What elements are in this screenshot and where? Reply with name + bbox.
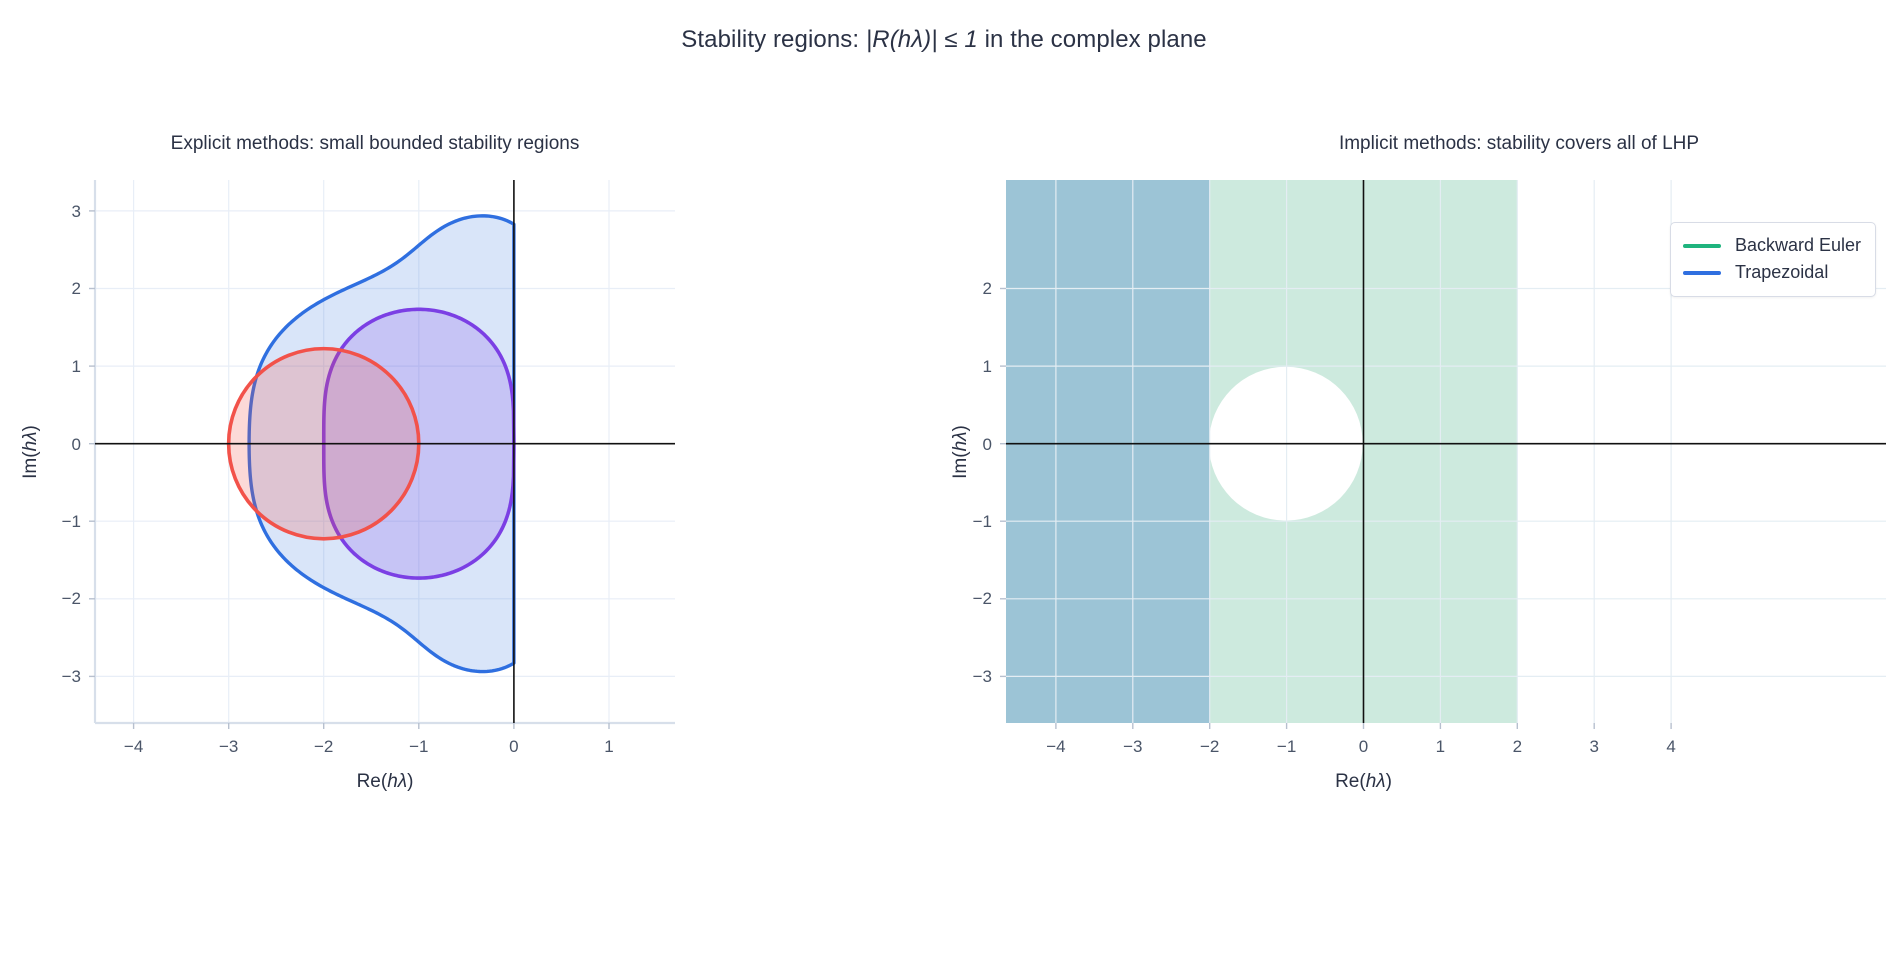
right-xtick-0: −4 bbox=[1046, 737, 1065, 756]
right-x-ticklabels: −4 −3 −2 −1 0 1 2 3 4 bbox=[1046, 737, 1676, 756]
left-y-axis-label: Im(hλ) bbox=[20, 425, 41, 479]
right-plot-svg: −4 −3 −2 −1 0 1 2 3 4 −3 −2 bbox=[950, 180, 1886, 792]
right-ytick-4: 1 bbox=[983, 357, 992, 376]
subplot-left-title-line1: Explicit methods: small bounded stabilit… bbox=[170, 133, 580, 154]
subplot-right-title-line1: Implicit methods: stability covers all o… bbox=[1338, 133, 1700, 154]
left-ytick-2: −1 bbox=[62, 512, 81, 531]
suptitle-suffix: in the complex plane bbox=[977, 26, 1207, 53]
figure-suptitle: Stability regions: |R(hλ)| ≤ 1 in the co… bbox=[0, 26, 1888, 54]
right-y-axis-label: Im(hλ) bbox=[950, 425, 971, 479]
legend-item-trapezoidal[interactable]: Trapezoidal bbox=[1682, 259, 1861, 286]
left-zero-axes bbox=[95, 180, 675, 723]
left-ytick-5: 2 bbox=[72, 279, 81, 298]
right-legend[interactable]: Backward Euler Trapezoidal bbox=[1669, 222, 1876, 297]
right-ytick-5: 2 bbox=[983, 279, 992, 298]
trapezoidal-stability-region bbox=[1006, 180, 1210, 723]
left-xtick-0: −4 bbox=[124, 737, 143, 756]
right-ytick-0: −3 bbox=[973, 667, 992, 686]
left-y-ticklabels: −3 −2 −1 0 1 2 3 bbox=[62, 202, 81, 686]
subplot-implicit-methods: Implicit methods: stability covers all o… bbox=[944, 0, 1888, 969]
legend-item-backward-euler[interactable]: Backward Euler bbox=[1682, 232, 1861, 259]
left-ytick-3: 0 bbox=[72, 435, 81, 454]
right-ytick-2: −1 bbox=[973, 512, 992, 531]
right-ytick-3: 0 bbox=[983, 435, 992, 454]
left-x-axis-label: Re(hλ) bbox=[357, 771, 414, 792]
suptitle-prefix: Stability regions: bbox=[681, 26, 866, 53]
right-xtick-5: 1 bbox=[1436, 737, 1445, 756]
right-ytick-1: −2 bbox=[973, 589, 992, 608]
legend-label-backward-euler: Backward Euler bbox=[1734, 235, 1861, 255]
left-y-ticks bbox=[89, 210, 95, 678]
left-spines bbox=[93, 180, 675, 725]
right-xtick-1: −3 bbox=[1123, 737, 1142, 756]
left-x-ticks bbox=[132, 723, 610, 729]
left-ytick-0: −3 bbox=[62, 667, 81, 686]
right-zero-axes bbox=[1006, 180, 1886, 723]
legend-swatch-backward-euler bbox=[1682, 243, 1721, 248]
right-xtick-8: 4 bbox=[1666, 737, 1675, 756]
right-y-ticklabels: −3 −2 −1 0 1 2 bbox=[973, 279, 992, 686]
legend-label-trapezoidal: Trapezoidal bbox=[1734, 262, 1829, 282]
left-plot-svg: −4 −3 −2 −1 0 1 −3 −2 −1 0 bbox=[20, 180, 675, 792]
left-xtick-5: 1 bbox=[604, 737, 613, 756]
left-ytick-4: 1 bbox=[72, 357, 81, 376]
right-xtick-6: 2 bbox=[1513, 737, 1522, 756]
left-x-ticklabels: −4 −3 −2 −1 0 1 bbox=[124, 737, 614, 756]
right-xtick-4: 0 bbox=[1359, 737, 1368, 756]
left-ytick-6: 3 bbox=[72, 202, 81, 221]
right-xtick-2: −2 bbox=[1200, 737, 1219, 756]
right-x-axis-label: Re(hλ) bbox=[1335, 771, 1392, 792]
right-x-ticks bbox=[1055, 723, 1672, 729]
right-y-ticks bbox=[1000, 287, 1006, 678]
left-xtick-2: −2 bbox=[314, 737, 333, 756]
subplot-explicit-methods: Explicit methods: small bounded stabilit… bbox=[20, 133, 675, 792]
legend-swatch-trapezoidal bbox=[1682, 270, 1721, 275]
right-xtick-7: 3 bbox=[1589, 737, 1598, 756]
left-xtick-4: 0 bbox=[509, 737, 518, 756]
left-xtick-1: −3 bbox=[219, 737, 238, 756]
right-xtick-3: −1 bbox=[1277, 737, 1296, 756]
left-ytick-1: −2 bbox=[62, 589, 81, 608]
left-xtick-3: −1 bbox=[409, 737, 428, 756]
suptitle-math: |R(hλ)| ≤ 1 bbox=[865, 26, 978, 53]
